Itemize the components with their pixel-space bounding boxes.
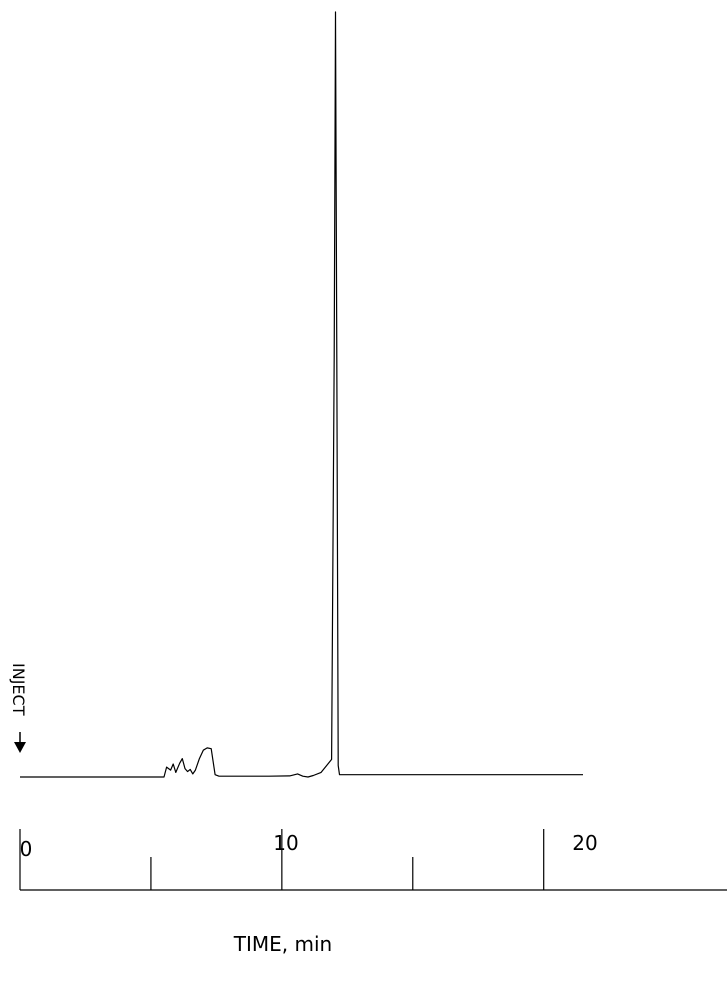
x-axis-title: TIME, min <box>233 932 332 956</box>
inject-arrow-icon <box>14 742 26 753</box>
time-axis <box>19 829 727 891</box>
chromatogram-trace-0 <box>20 11 583 778</box>
trace-layer <box>20 11 583 778</box>
tick-label-10: 10 <box>273 831 298 855</box>
tick-label-0: 0 <box>20 837 33 861</box>
inject-label: INJECT <box>9 663 28 716</box>
tick-label-20: 20 <box>572 831 597 855</box>
inject-annotation: INJECT <box>9 663 28 753</box>
